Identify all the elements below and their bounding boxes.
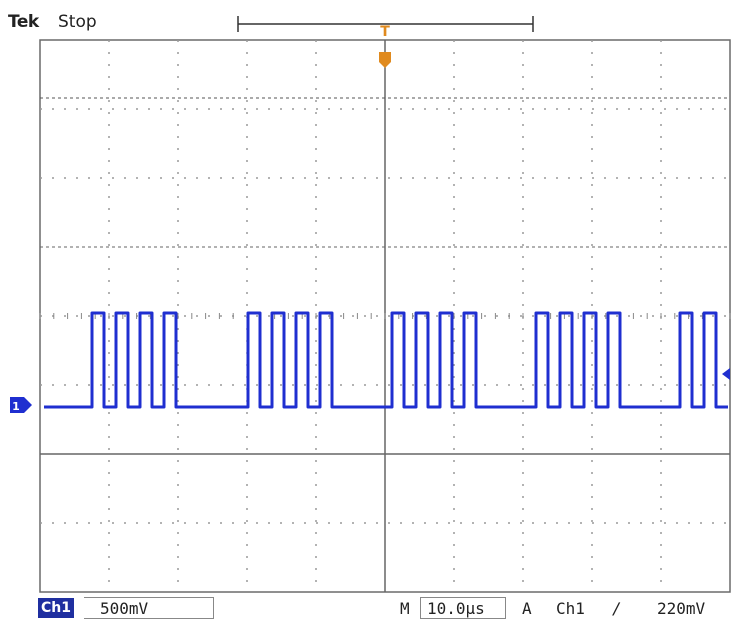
channel-ground-marker: 1 bbox=[10, 397, 32, 413]
trigger-arrow-icon bbox=[379, 52, 391, 68]
record-length-indicator bbox=[237, 16, 534, 32]
waveform-path bbox=[44, 311, 728, 409]
trigger-position-icon: T bbox=[380, 24, 390, 40]
timebase-prefix: M bbox=[400, 599, 410, 618]
brand-label: Tek bbox=[8, 12, 39, 32]
ch1-ground-arrow-icon bbox=[10, 397, 32, 413]
graticule-grid bbox=[39, 40, 731, 592]
run-state-label: Stop bbox=[58, 12, 97, 32]
status-bar: Ch1 500mV M 10.0µs A Ch1 ∕ 220mV bbox=[0, 596, 739, 622]
ch1-ground-label: 1 bbox=[12, 400, 20, 413]
trigger-level-arrow-icon bbox=[722, 368, 730, 380]
ch1-waveform bbox=[44, 311, 728, 409]
volts-per-div-readout: 500mV bbox=[84, 597, 214, 619]
trigger-slope-icon: ∕ bbox=[612, 599, 622, 618]
trigger-level-readout: 220mV bbox=[657, 599, 706, 618]
time-per-div-readout: 10.0µs bbox=[420, 597, 506, 619]
header-bar: Tek Stop bbox=[0, 0, 739, 40]
trigger-position-marker: T bbox=[379, 24, 391, 68]
channel-1-badge[interactable]: Ch1 bbox=[38, 598, 74, 618]
trigger-source-label: Ch1 bbox=[556, 599, 585, 618]
acquire-mode-label: A bbox=[522, 599, 532, 618]
